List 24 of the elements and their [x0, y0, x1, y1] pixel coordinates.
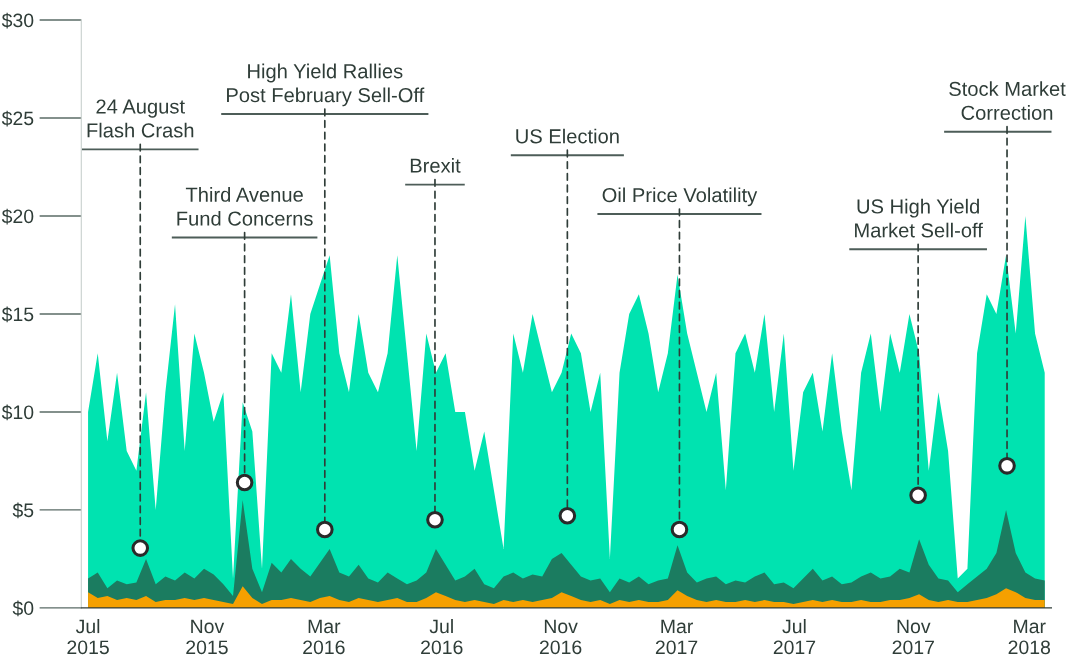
x-tick-label: Mar 2017: [655, 619, 698, 655]
annotation: Brexit: [410, 158, 461, 173]
y-tick-label: $25: [1, 110, 34, 127]
x-tick-label: Mar 2018: [1008, 619, 1051, 655]
x-tick-label: Nov 2017: [892, 619, 934, 655]
annotation: High Yield Rallies Post February Sell-Off: [227, 63, 425, 107]
x-tick-label: Jul 2016: [421, 618, 463, 655]
x-tick-label: Jul 2017: [773, 618, 816, 655]
annotation: Third Avenue Fund Concerns: [177, 187, 313, 226]
y-tick-label: $15: [1, 306, 34, 323]
annotation: Stock Market Correction: [949, 81, 1066, 120]
y-tick-label: $10: [1, 404, 34, 421]
x-tick-label: Jul 2015: [67, 618, 109, 655]
x-tick-label: Mar 2016: [303, 619, 345, 655]
y-tick-label: $5: [12, 502, 34, 519]
annotation: US High Yield Market Sell-off: [855, 198, 983, 238]
x-tick-label: Nov 2015: [186, 619, 228, 655]
x-tick-label: Nov 2016: [539, 619, 582, 655]
y-tick-label: $30: [1, 12, 34, 29]
y-tick-label: $0: [12, 600, 34, 617]
annotation: 24 August Flash Crash: [87, 99, 194, 138]
annotation: Oil Price Volatility: [602, 187, 758, 207]
y-tick-label: $20: [1, 208, 34, 225]
annotation: US Election: [516, 128, 619, 144]
